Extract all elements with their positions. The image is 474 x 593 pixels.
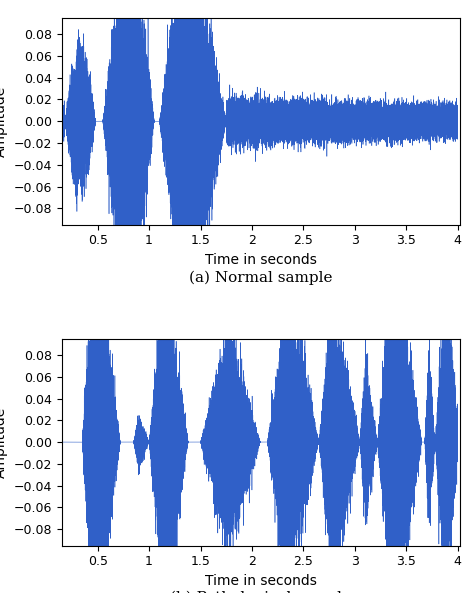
Text: (b) Pathological sample: (b) Pathological sample: [170, 591, 351, 593]
X-axis label: Time in seconds: Time in seconds: [205, 574, 317, 588]
Y-axis label: Amplitude: Amplitude: [0, 85, 8, 157]
Y-axis label: Amplitude: Amplitude: [0, 406, 8, 478]
Text: (a) Normal sample: (a) Normal sample: [189, 270, 332, 285]
X-axis label: Time in seconds: Time in seconds: [205, 253, 317, 267]
